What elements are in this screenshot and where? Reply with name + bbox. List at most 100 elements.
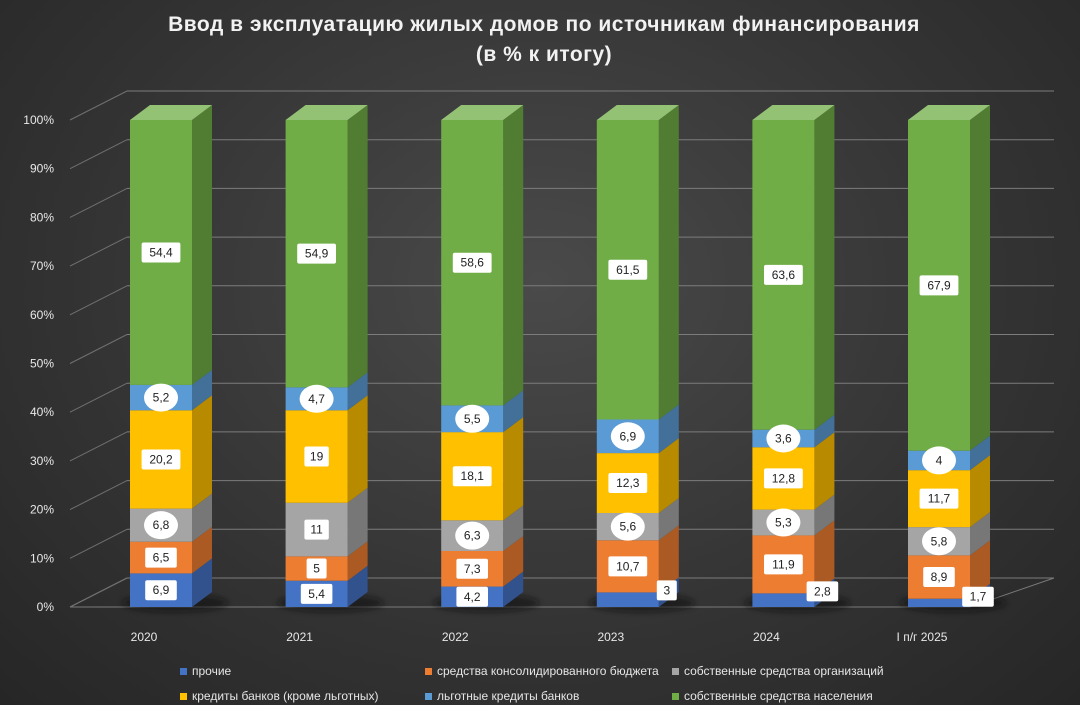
x-axis: 2020 2021 2022 2023 2024 I п/г 2025 — [131, 630, 948, 644]
y-tick-label: 60% — [30, 308, 54, 322]
gridline-diagonal — [69, 90, 128, 121]
gridline-diagonal — [69, 382, 128, 413]
data-label-text: 5,5 — [464, 412, 481, 426]
data-label-bg — [919, 275, 959, 296]
data-label: 19 — [304, 446, 329, 467]
data-label: 54,9 — [297, 243, 336, 264]
bar-top-face — [130, 105, 212, 120]
bar-segment — [908, 598, 970, 607]
data-label: 6,9 — [610, 422, 645, 451]
data-label-bg — [608, 556, 648, 577]
data-label: 11,7 — [919, 488, 959, 509]
data-label-bg — [145, 580, 177, 601]
data-label: 5 — [306, 558, 327, 579]
x-tick-label: 2023 — [597, 630, 624, 644]
data-label-text: 11,7 — [928, 492, 951, 506]
data-label-bg — [304, 446, 329, 467]
data-label: 11 — [304, 519, 329, 540]
bar-stack — [744, 105, 851, 612]
bar-segment-side — [970, 105, 990, 451]
bar-segment-side — [970, 435, 990, 471]
y-tick-label: 70% — [30, 259, 54, 273]
data-label-text: 3,6 — [775, 431, 792, 445]
data-label-text: 54,4 — [149, 245, 173, 259]
y-tick-label: 50% — [30, 357, 54, 371]
data-label: 63,6 — [764, 264, 803, 285]
data-label: 6,5 — [145, 547, 177, 568]
bar-top-face — [908, 105, 990, 120]
x-tick-label: I п/г 2025 — [897, 630, 948, 644]
bar-segment-side — [658, 105, 679, 420]
bar-segment-side — [814, 494, 835, 536]
x-tick-label: 2020 — [131, 630, 158, 644]
data-label-bg — [456, 586, 488, 607]
data-label: 5,8 — [922, 527, 956, 556]
data-label-text: 1,7 — [970, 590, 987, 604]
data-label-text: 11 — [310, 523, 323, 537]
gridline-diagonal — [69, 334, 128, 364]
bar-segment-side — [503, 390, 524, 433]
data-label: 5,3 — [766, 508, 801, 537]
data-label-text: 67,9 — [927, 278, 951, 292]
data-label: 67,9 — [919, 275, 959, 296]
bar-segment-side — [192, 369, 212, 411]
bar-segment-side — [347, 395, 368, 503]
data-label-text: 19 — [310, 450, 324, 464]
data-label-text: 58,6 — [461, 256, 485, 270]
data-label: 58,6 — [452, 252, 492, 273]
data-label-bg — [456, 558, 488, 579]
data-label: 3,6 — [766, 424, 801, 453]
gridline-diagonal — [69, 139, 128, 170]
bar-segment-side — [192, 526, 212, 574]
gridline-diagonal — [69, 236, 128, 267]
x-tick-label: 2022 — [442, 630, 469, 644]
data-label: 6,8 — [144, 511, 178, 540]
gridlines — [69, 90, 1055, 608]
data-label-text: 4,7 — [308, 392, 325, 406]
bar-segment-side — [658, 525, 679, 593]
bar-segment-side — [503, 535, 524, 587]
data-label-bg — [144, 383, 178, 412]
data-label-bg — [299, 384, 334, 413]
data-label-bg — [764, 264, 803, 285]
bar-segment-side — [970, 540, 990, 599]
gridline-diagonal — [69, 480, 128, 511]
data-label-bg — [922, 446, 956, 475]
bar-segment-side — [192, 105, 212, 385]
bar-top-face — [285, 105, 368, 120]
bar-segment — [596, 592, 659, 607]
bar-segment-side — [503, 105, 524, 406]
data-label: 8,9 — [923, 567, 955, 588]
data-label-bg — [608, 259, 648, 280]
bar-segment-side — [347, 565, 368, 607]
y-axis: 0% 10% 20% 30% 40% 50% 60% 70% 80% 90% 100% — [23, 113, 54, 614]
data-label-bg — [764, 554, 803, 575]
bar-stack — [277, 105, 384, 612]
data-label-text: 4,2 — [464, 590, 481, 604]
gridline-diagonal — [69, 187, 128, 218]
data-label: 5,6 — [610, 512, 645, 541]
y-tick-label: 20% — [30, 503, 54, 517]
data-label-bg — [656, 580, 677, 601]
data-label-text: 2,8 — [814, 584, 831, 598]
data-label-bg — [306, 558, 327, 579]
data-label-text: 54,9 — [305, 247, 329, 261]
data-label-bg — [608, 473, 648, 494]
data-label-text: 5,6 — [619, 520, 636, 534]
data-label-bg — [300, 583, 333, 604]
data-label-text: 4 — [936, 453, 943, 467]
bar-segment-side — [503, 417, 524, 521]
bar-segment-side — [347, 105, 368, 388]
data-label-bg — [766, 424, 801, 453]
data-label-text: 5,2 — [153, 391, 170, 405]
data-label-bg — [455, 404, 490, 433]
data-label: 12,3 — [608, 473, 648, 494]
y-tick-label: 90% — [30, 162, 54, 176]
bar-segment-side — [503, 505, 524, 551]
data-label-text: 5,4 — [308, 587, 325, 601]
data-label: 12,8 — [764, 468, 803, 489]
x-tick-label: 2021 — [286, 630, 313, 644]
data-label: 5,4 — [300, 583, 333, 604]
bars — [122, 105, 1006, 612]
data-label-text: 6,9 — [153, 583, 170, 597]
